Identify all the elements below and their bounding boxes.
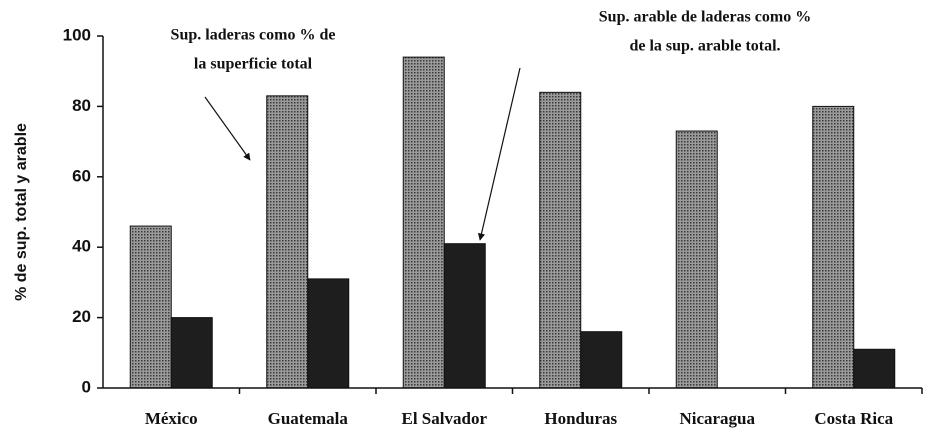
x-tick-label: Honduras: [544, 409, 617, 428]
y-axis-label: % de sup. total y arable: [13, 123, 30, 301]
bar: [580, 331, 623, 389]
annotation-arrow: [477, 67, 521, 241]
annotation: de la sup. arable total.: [629, 38, 780, 55]
bar: [539, 91, 582, 389]
y-tick-label: 40: [72, 237, 91, 256]
bar: [307, 278, 350, 389]
bar: [170, 317, 213, 389]
y-tick-label: 100: [63, 25, 91, 44]
bar: [675, 130, 718, 389]
y-tick-label: 60: [72, 166, 91, 185]
bar: [812, 105, 855, 389]
x-tick-label: Nicaragua: [679, 409, 755, 428]
bar: [443, 243, 486, 389]
bar: [129, 225, 172, 389]
bar: [402, 56, 445, 389]
bar: [266, 95, 309, 389]
bar: [853, 348, 896, 389]
x-tick-label: Guatemala: [268, 409, 349, 428]
annotation: Sup. arable de laderas como %: [599, 9, 811, 26]
x-tick-label: El Salvador: [402, 409, 488, 428]
y-tick-label: 20: [72, 307, 91, 326]
y-tick-label: 80: [72, 96, 91, 115]
x-tick-label: México: [145, 409, 198, 428]
annotation: Sup. laderas como % de: [171, 27, 336, 44]
y-tick-label: 0: [82, 377, 91, 396]
annotation-arrow: [204, 96, 251, 161]
x-tick-label: Costa Rica: [814, 409, 893, 428]
annotation: la superficie total: [194, 56, 313, 73]
